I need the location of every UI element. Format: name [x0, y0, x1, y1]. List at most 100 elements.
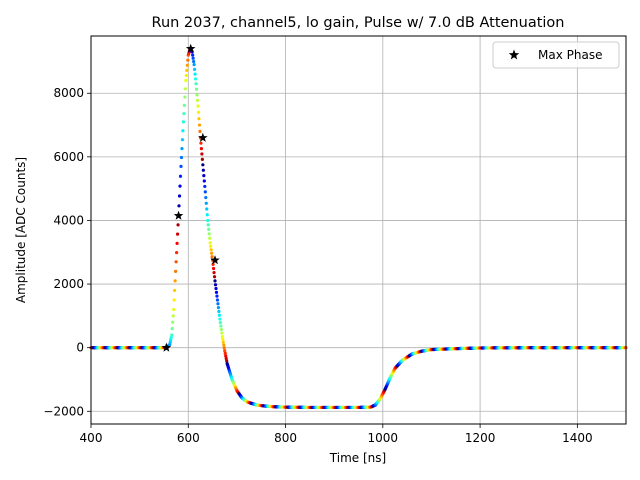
x-tick-label: 400 [80, 431, 103, 445]
waveform-point [211, 266, 216, 271]
waveform-point [180, 138, 185, 142]
waveform-point [178, 174, 183, 178]
waveform-point [221, 340, 225, 344]
waveform-point [200, 152, 204, 156]
waveform-point [196, 110, 201, 114]
waveform-point [202, 179, 206, 183]
waveform-point [221, 337, 225, 341]
legend: Max Phase [492, 41, 620, 69]
waveform-point [174, 269, 178, 273]
waveform-point [173, 279, 177, 283]
x-tick-label: 1200 [465, 431, 496, 445]
waveform-point [208, 236, 212, 240]
waveform-point [203, 184, 207, 189]
waveform-point [204, 195, 208, 200]
waveform-point [218, 317, 222, 321]
chart-title: Run 2037, channel5, lo gain, Pulse w/ 7.… [152, 15, 565, 31]
waveform-point [182, 112, 186, 116]
legend-label-max-phase: Max Phase [538, 48, 602, 62]
plot-frame [90, 35, 627, 425]
waveform-point [224, 356, 228, 361]
waveform-point [201, 163, 205, 167]
waveform-point [209, 248, 213, 252]
waveform-series [89, 47, 628, 410]
waveform-point [219, 324, 223, 328]
waveform-point [173, 288, 177, 293]
waveform-point [212, 271, 216, 275]
waveform-point [178, 184, 182, 188]
waveform-point [205, 213, 209, 217]
y-axis-label: Amplitude [ADC Counts] [14, 157, 28, 303]
waveform-point [171, 320, 175, 324]
waveform-point [170, 326, 174, 331]
x-tick-label: 800 [274, 431, 297, 445]
y-tick-label: 2000 [53, 277, 84, 291]
waveform-point [220, 334, 224, 339]
waveform-point [210, 251, 214, 255]
waveform-point [170, 333, 174, 337]
waveform-point [198, 129, 202, 134]
max-phase-point [198, 132, 208, 142]
x-tick-label: 600 [177, 431, 200, 445]
waveform-point [185, 68, 189, 72]
waveform-point [197, 123, 202, 127]
waveform-point [180, 146, 184, 151]
waveform-point [208, 241, 212, 245]
waveform-point [225, 359, 229, 363]
waveform-point [181, 129, 185, 133]
waveform-point [193, 72, 197, 76]
waveform-point [181, 120, 186, 124]
waveform-point [215, 294, 219, 298]
waveform-point [207, 227, 211, 231]
waveform-point [183, 95, 187, 99]
waveform-point [176, 223, 180, 227]
waveform-point [210, 255, 214, 259]
waveform-point [216, 302, 220, 306]
waveform-point [177, 204, 181, 208]
waveform-point [171, 314, 175, 318]
waveform-point [199, 146, 203, 151]
y-tick-label: 4000 [53, 213, 84, 227]
max-phase-point [185, 43, 196, 53]
x-tick-label: 1000 [368, 431, 399, 445]
x-axis-label: Time [ns] [329, 451, 386, 465]
waveform-point [191, 53, 195, 57]
waveform-point [197, 117, 201, 121]
waveform-point [193, 77, 198, 81]
waveform-point [212, 275, 217, 279]
waveform-point [172, 298, 176, 302]
waveform-point [222, 343, 226, 347]
waveform-point [193, 67, 197, 71]
waveform-point [177, 194, 182, 198]
waveform-point [216, 306, 221, 310]
waveform-point [200, 157, 204, 161]
y-axis: −2000 0 2000 4000 6000 8000 [43, 86, 91, 418]
waveform-point [195, 93, 199, 97]
x-tick-label: 1400 [562, 431, 593, 445]
waveform-point [184, 78, 188, 83]
waveform-point [194, 87, 199, 91]
waveform-point [209, 244, 213, 248]
waveform-point [203, 190, 207, 194]
waveform-point [175, 241, 179, 245]
waveform-point [172, 307, 176, 312]
waveform-point [194, 82, 198, 86]
max-phase-point [210, 255, 220, 265]
waveform-point [169, 338, 173, 342]
waveform-point [206, 223, 210, 227]
waveform-point [223, 349, 227, 353]
waveform-point [213, 279, 217, 283]
waveform-point [183, 87, 187, 91]
waveform-point [205, 207, 209, 211]
y-tick-label: −2000 [43, 404, 84, 418]
legend-box [492, 41, 620, 69]
waveform-point [186, 58, 190, 62]
waveform-point [219, 327, 223, 332]
waveform-point [168, 342, 172, 347]
max-phase-point [161, 342, 172, 352]
grid [90, 36, 626, 424]
waveform-point [222, 346, 226, 350]
max-phase-series [161, 43, 220, 352]
waveform-point [220, 331, 224, 335]
